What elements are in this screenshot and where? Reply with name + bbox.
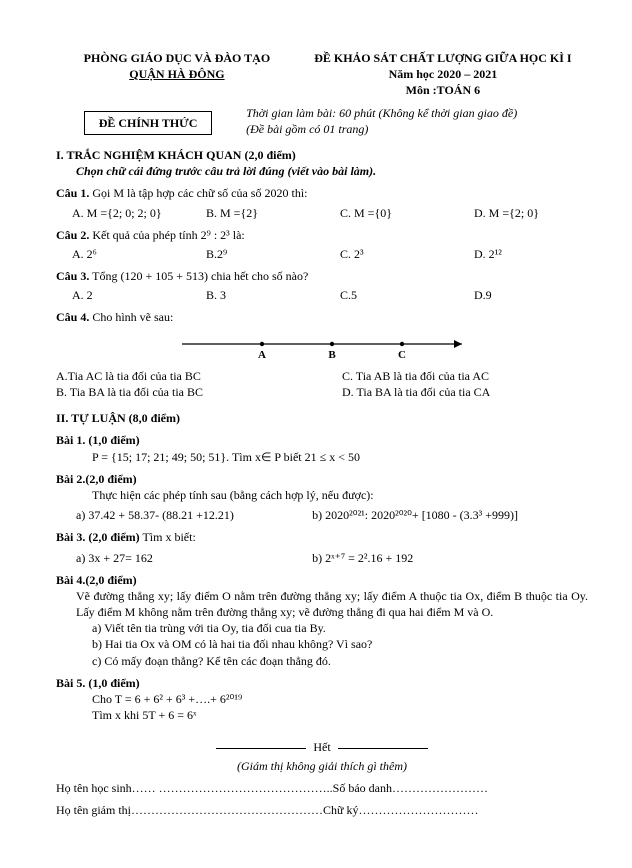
q4-d: D. Tia BA là tia đối của tia CA (342, 384, 588, 400)
q3-text: Tổng (120 + 105 + 513) chia hết cho số n… (92, 269, 308, 283)
time-info: Thời gian làm bài: 60 phút (Không kể thờ… (246, 105, 588, 137)
time-row: ĐỀ CHÍNH THỨC Thời gian làm bài: 60 phút… (56, 105, 588, 137)
bai-5: Bài 5. (1,0 điểm) Cho T = 6 + 6² + 6³ +…… (56, 675, 588, 724)
question-2: Câu 2. Kết quả của phép tính 2⁹ : 2³ là:… (56, 227, 588, 262)
q1-text: Gọi M là tập hợp các chữ số của số 2020 … (92, 186, 307, 200)
q4-text: Cho hình vẽ sau: (92, 310, 173, 324)
official-box: ĐỀ CHÍNH THỨC (84, 111, 213, 135)
q2-d: D. 2¹² (474, 246, 588, 262)
exam-page: PHÒNG GIÁO DỤC VÀ ĐÀO TẠO QUẬN HÀ ĐÔNG Đ… (0, 0, 632, 868)
end-rule-right (338, 748, 428, 749)
exam-title-1: ĐỀ KHẢO SÁT CHẤT LƯỢNG GIỮA HỌC KÌ I (298, 50, 588, 66)
b2-a: a) 37.42 + 58.37- (88.21 +12.21) (76, 507, 288, 523)
footer-end: Hết (56, 739, 588, 755)
diagram-label-b: B (328, 349, 336, 361)
end-rule-left (216, 748, 306, 749)
official-box-wrap: ĐỀ CHÍNH THỨC (56, 105, 240, 135)
bai-3: Bài 3. (2,0 điểm) Tìm x biết: a) 3x + 27… (56, 529, 588, 565)
header: PHÒNG GIÁO DỤC VÀ ĐÀO TẠO QUẬN HÀ ĐÔNG Đ… (56, 50, 588, 99)
b3-b: b) 2ˣ⁺⁷ = 2².16 + 192 (312, 550, 588, 566)
exam-subject: Môn :TOÁN 6 (298, 82, 588, 98)
q4-c: C. Tia AB là tia đối của tia AC (342, 368, 588, 384)
b4-label: Bài 4.(2,0 điểm) (56, 572, 588, 588)
b4-b: b) Hai tia Ox và OM có là hai tia đối nh… (56, 636, 588, 652)
q2-text: Kết quả của phép tính 2⁹ : 2³ là: (92, 228, 244, 242)
q4-col2: C. Tia AB là tia đối của tia AC D. Tia B… (342, 368, 588, 400)
diagram-label-a: A (258, 349, 266, 361)
department-line-2: QUẬN HÀ ĐÔNG (56, 66, 298, 82)
question-3: Câu 3. Tổng (120 + 105 + 513) chia hết c… (56, 268, 588, 303)
student-line: Họ tên học sinh…… ……………………………………..Số báo… (56, 780, 588, 796)
b3-label: Bài 3. (2,0 điểm) (56, 530, 140, 544)
q2-options: A. 2⁶ B.2⁹ C. 2³ D. 2¹² (56, 246, 588, 262)
question-1: Câu 1. Gọi M là tập hợp các chữ số của s… (56, 185, 588, 220)
q2-a: A. 2⁶ (72, 246, 186, 262)
q1-b: B. M ={2} (206, 205, 320, 221)
header-left: PHÒNG GIÁO DỤC VÀ ĐÀO TẠO QUẬN HÀ ĐÔNG (56, 50, 298, 82)
q2-label: Câu 2. (56, 228, 89, 242)
q4-col1: A.Tia AC là tia đối của tia BC B. Tia BA… (56, 368, 302, 400)
b5-line2: Tìm x khi 5T + 6 = 6ˣ (56, 707, 588, 723)
q4-diagram: A B C (56, 334, 588, 366)
q3-c: C.5 (340, 287, 454, 303)
b4-a: a) Viết tên tia trùng với tia Oy, tia đố… (56, 620, 588, 636)
bai-2: Bài 2.(2,0 điểm) Thực hiện các phép tính… (56, 471, 588, 524)
q1-c: C. M ={0} (340, 205, 454, 221)
b1-text: P = {15; 17; 21; 49; 50; 51}. Tìm x∈ P b… (56, 449, 588, 465)
footer-note: (Giám thị không giải thích gì thêm) (56, 758, 588, 774)
b3-a: a) 3x + 27= 162 (76, 550, 288, 566)
b5-label: Bài 5. (1,0 điểm) (56, 675, 588, 691)
b2-b: b) 2020²⁰²¹: 2020²⁰²⁰+ [1080 - (3.3³ +99… (312, 507, 588, 523)
end-text: Hết (313, 740, 330, 754)
page-note: (Đề bài gồm có 01 trang) (246, 122, 368, 136)
q2-c: C. 2³ (340, 246, 454, 262)
b2-sub: a) 37.42 + 58.37- (88.21 +12.21) b) 2020… (56, 507, 588, 523)
q1-label: Câu 1. (56, 186, 89, 200)
exam-title-2: Năm học 2020 – 2021 (298, 66, 588, 82)
q1-a: A. M ={2; 0; 2; 0} (72, 205, 186, 221)
bai-1: Bài 1. (1,0 điểm) P = {15; 17; 21; 49; 5… (56, 432, 588, 464)
q2-b: B.2⁹ (206, 246, 320, 262)
proctor-line: Họ tên giám thị…………………………………………Chữ ký………… (56, 802, 588, 818)
b4-c: c) Có mấy đoạn thẳng? Kể tên các đoạn th… (56, 653, 588, 669)
department-line-1: PHÒNG GIÁO DỤC VÀ ĐÀO TẠO (56, 50, 298, 66)
q3-options: A. 2 B. 3 C.5 D.9 (56, 287, 588, 303)
diagram-label-c: C (398, 349, 406, 361)
time-note-text: (Không kể thời gian giao đề) (379, 106, 518, 120)
b4-text: Vẽ đường thẳng xy; lấy điểm O nằm trên đ… (56, 588, 588, 620)
b3-sub: a) 3x + 27= 162 b) 2ˣ⁺⁷ = 2².16 + 192 (56, 550, 588, 566)
bai-4: Bài 4.(2,0 điểm) Vẽ đường thẳng xy; lấy … (56, 572, 588, 669)
time-text: Thời gian làm bài: 60 phút (246, 106, 375, 120)
header-right: ĐỀ KHẢO SÁT CHẤT LƯỢNG GIỮA HỌC KÌ I Năm… (298, 50, 588, 99)
b3-text: Tìm x biết: (142, 530, 195, 544)
part1-title: I. TRẮC NGHIỆM KHÁCH QUAN (2,0 điểm) (56, 147, 588, 163)
q1-options: A. M ={2; 0; 2; 0} B. M ={2} C. M ={0} D… (56, 205, 588, 221)
q4-a: A.Tia AC là tia đối của tia BC (56, 368, 302, 384)
q3-a: A. 2 (72, 287, 186, 303)
q1-d: D. M ={2; 0} (474, 205, 588, 221)
question-4: Câu 4. Cho hình vẽ sau: A B C A.Tia AC l… (56, 309, 588, 400)
q4-options: A.Tia AC là tia đối của tia BC B. Tia BA… (56, 368, 588, 400)
b5-line1: Cho T = 6 + 6² + 6³ +….+ 6²⁰¹⁹ (56, 691, 588, 707)
line-diagram-icon: A B C (172, 334, 472, 362)
q4-label: Câu 4. (56, 310, 89, 324)
b1-label: Bài 1. (1,0 điểm) (56, 432, 588, 448)
b2-label: Bài 2.(2,0 điểm) (56, 471, 588, 487)
q4-b: B. Tia BA là tia đối của tia BC (56, 384, 302, 400)
part1-instruction: Chọn chữ cái đứng trước câu trả lời đúng… (56, 163, 588, 179)
q3-b: B. 3 (206, 287, 320, 303)
q3-d: D.9 (474, 287, 588, 303)
part2-title: II. TỰ LUẬN (8,0 điểm) (56, 410, 588, 426)
q3-label: Câu 3. (56, 269, 89, 283)
b2-text: Thực hiện các phép tính sau (bằng cách h… (56, 487, 588, 503)
